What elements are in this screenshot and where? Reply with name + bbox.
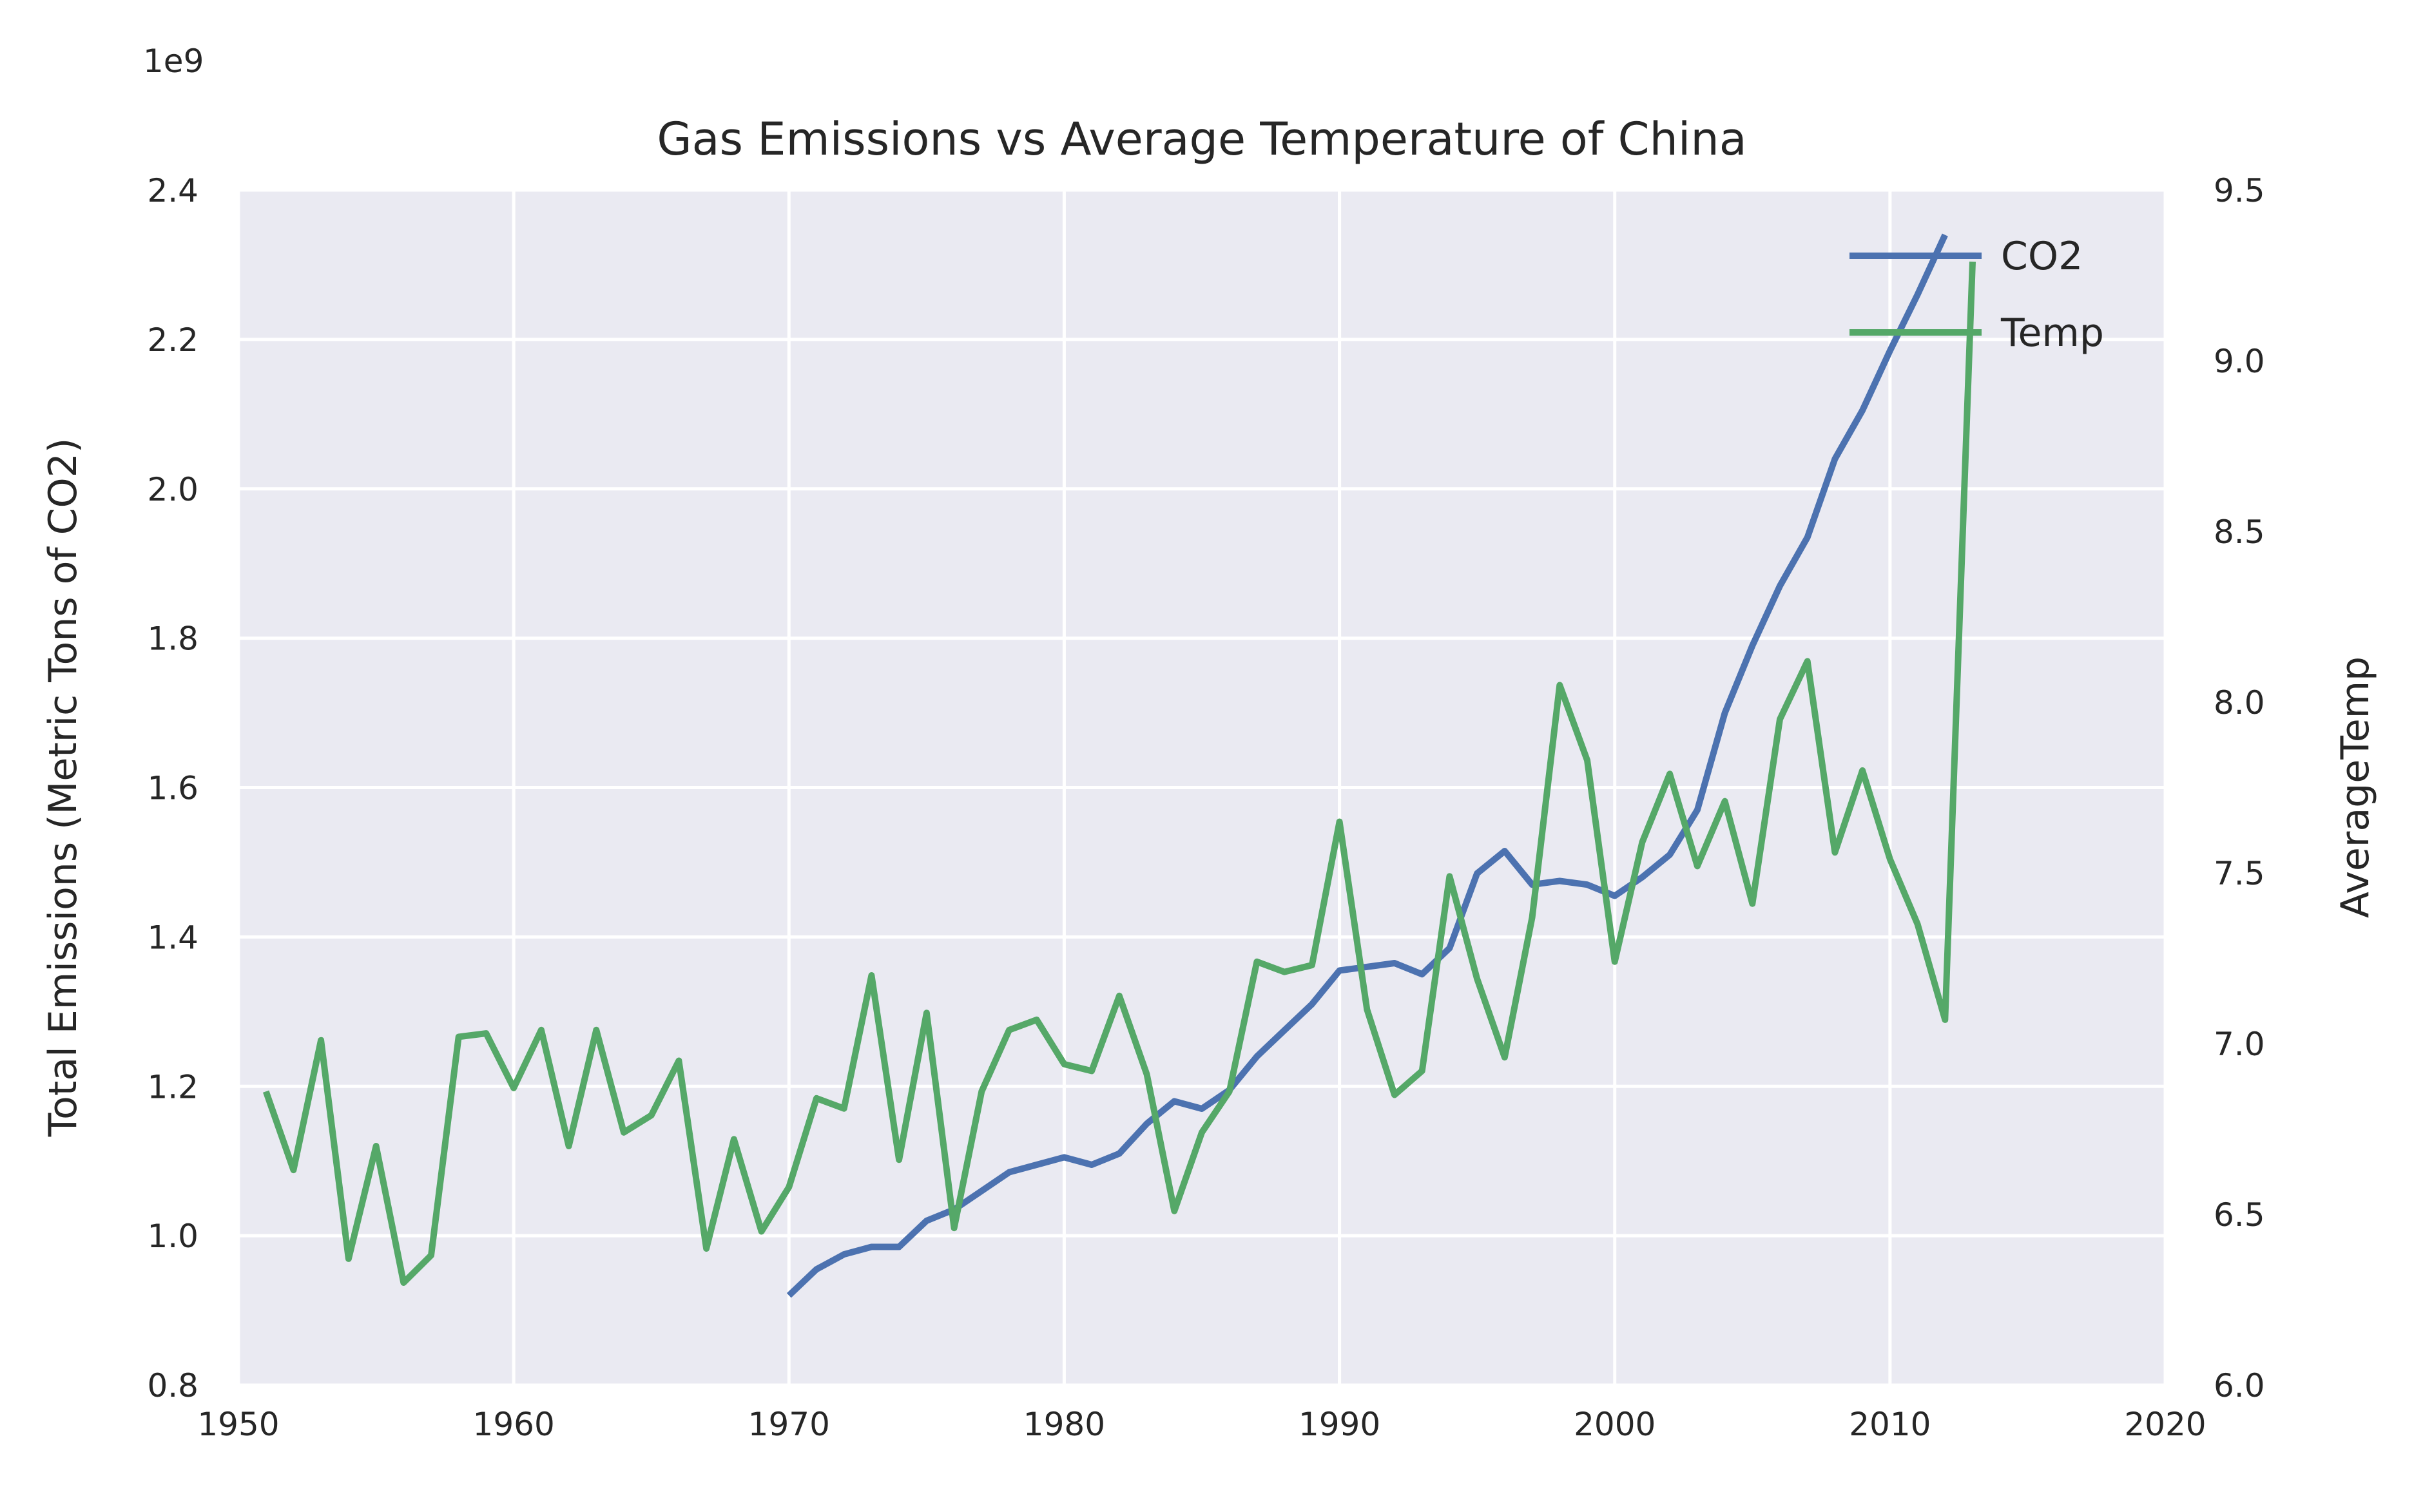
- x-tick-label: 1990: [1299, 1406, 1380, 1443]
- series-layer: [262, 233, 1976, 1298]
- y-tick-labels: 0.8 1.0 1.2 1.4 1.6 1.8 2.0 2.2 2.4: [147, 172, 198, 1404]
- y-right-tick-labels: 6.0 6.5 7.0 7.5 8.0 8.5 9.0 9.5: [2214, 172, 2265, 1404]
- x-tick-label: 1950: [197, 1406, 279, 1443]
- y-right-tick-label: 8.0: [2214, 684, 2265, 722]
- y-tick-label: 1.2: [147, 1068, 198, 1105]
- legend-label-co2: CO2: [2001, 234, 2083, 279]
- y-tick-label: 2.0: [147, 471, 198, 508]
- y-tick-label: 2.4: [147, 172, 198, 209]
- legend-label-temp: Temp: [2000, 311, 2104, 356]
- y-tick-label: 2.2: [147, 321, 198, 359]
- x-tick-label: 2010: [1849, 1406, 1931, 1443]
- y-right-tick-label: 7.5: [2214, 855, 2265, 892]
- x-tick-label: 1960: [473, 1406, 555, 1443]
- y-right-tick-label: 6.5: [2214, 1196, 2265, 1234]
- y-axis-label: Total Emissions (Metric Tons of CO2): [41, 438, 86, 1138]
- y-tick-label: 1.8: [147, 620, 198, 658]
- x-tick-label: 1970: [748, 1406, 830, 1443]
- x-tick-label: 1980: [1023, 1406, 1105, 1443]
- grid: [237, 188, 2167, 1387]
- y-tick-label: 1.0: [147, 1218, 198, 1255]
- y-right-axis-label: AverageTemp: [2333, 656, 2378, 918]
- series-line-co2: [786, 233, 1948, 1298]
- x-tick-label: 2000: [1574, 1406, 1656, 1443]
- y-right-tick-label: 7.0: [2214, 1026, 2265, 1063]
- chart-title: Gas Emissions vs Average Temperature of …: [657, 113, 1746, 166]
- x-tick-label: 2020: [2124, 1406, 2206, 1443]
- legend: CO2 Temp: [1849, 234, 2104, 356]
- y-tick-label: 1.6: [147, 770, 198, 807]
- series-line-temp: [262, 262, 1976, 1286]
- y-right-tick-label: 6.0: [2214, 1367, 2265, 1404]
- left-axis-offset: 1e9: [143, 43, 204, 80]
- y-tick-label: 0.8: [147, 1367, 198, 1404]
- y-tick-label: 1.4: [147, 919, 198, 956]
- y-right-tick-label: 9.0: [2214, 343, 2265, 380]
- x-tick-labels: 1950 1960 1970 1980 1990 2000 2010 2020: [197, 1406, 2206, 1443]
- y-right-tick-label: 8.5: [2214, 513, 2265, 551]
- y-right-tick-label: 9.5: [2214, 172, 2265, 209]
